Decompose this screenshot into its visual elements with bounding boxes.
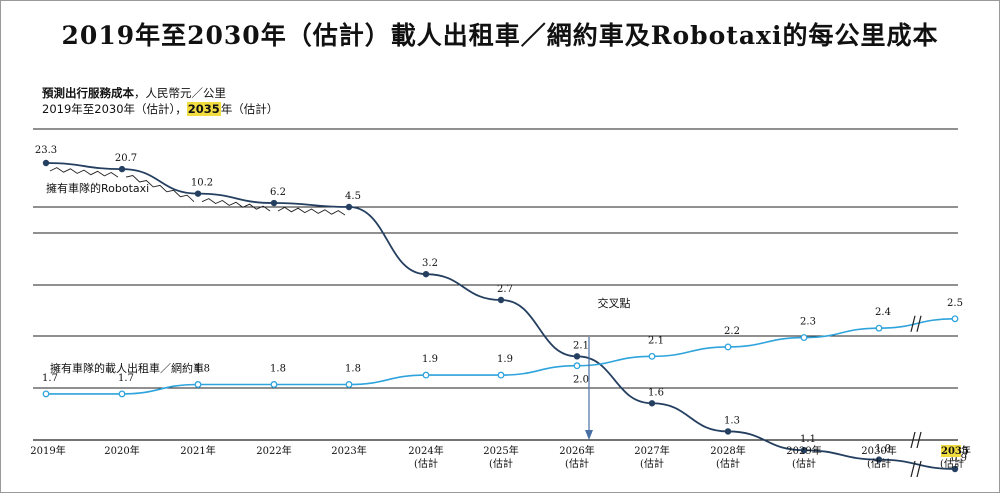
data-label: 20.7 bbox=[115, 153, 137, 164]
x-tick-label: 2028年 bbox=[710, 444, 745, 457]
chart-subtitle-period: 2019年至2030年（估計），2035年（估計） bbox=[42, 101, 278, 117]
data-label: 23.3 bbox=[35, 145, 57, 156]
x-tick-label: 2029年 bbox=[786, 444, 821, 457]
data-point bbox=[648, 352, 656, 360]
axis-break-wave bbox=[277, 206, 346, 216]
crossover-label: 交叉點 bbox=[598, 296, 631, 310]
data-label: 10.2 bbox=[191, 178, 213, 189]
data-label: 4.5 bbox=[345, 191, 361, 202]
data-point bbox=[573, 353, 581, 360]
data-label: 1.7 bbox=[118, 373, 134, 384]
data-point bbox=[194, 381, 202, 388]
x-tick-label: 2021年 bbox=[180, 444, 215, 457]
subtitle-period-post: 年（估計） bbox=[220, 102, 279, 116]
data-point bbox=[270, 199, 278, 207]
x-tick-label: 2026年 bbox=[559, 444, 594, 457]
data-label: 1.3 bbox=[724, 415, 740, 426]
tick-highlight bbox=[941, 445, 961, 457]
x-tick-label: 2022年 bbox=[256, 444, 291, 457]
subtitle-period-highlight: 2035 bbox=[186, 102, 221, 116]
data-label: 2.1 bbox=[573, 340, 589, 351]
data-label: 1.8 bbox=[345, 364, 361, 375]
series-label-taxi: 擁有車隊的載人出租車／網約車 bbox=[50, 361, 204, 375]
data-point bbox=[118, 165, 126, 173]
x-tick-label: (估計 bbox=[565, 457, 589, 470]
data-point bbox=[497, 296, 505, 304]
data-point bbox=[800, 334, 808, 342]
x-tick-label: 2027年 bbox=[634, 444, 669, 457]
data-label: 1.8 bbox=[194, 364, 210, 375]
data-point bbox=[194, 190, 202, 197]
x-tick-label: 2019年 bbox=[30, 444, 65, 457]
axis-break-wave bbox=[49, 167, 119, 178]
data-label: 1.0 bbox=[875, 444, 891, 455]
data-label: 3.2 bbox=[422, 258, 438, 269]
data-point bbox=[724, 428, 732, 435]
axis-break-wave bbox=[125, 175, 195, 203]
data-label: 1.8 bbox=[270, 364, 286, 375]
x-tick-label: (估計 bbox=[940, 457, 964, 470]
data-point bbox=[422, 270, 430, 278]
x-tick-label: (估計 bbox=[414, 457, 438, 470]
series-break-mark bbox=[916, 460, 922, 478]
data-point bbox=[573, 362, 581, 370]
data-label: 2.0 bbox=[573, 375, 589, 386]
data-point bbox=[42, 159, 50, 167]
x-tick-label: (估計 bbox=[792, 457, 816, 470]
data-label: 2.1 bbox=[648, 335, 664, 346]
data-label: 2.4 bbox=[875, 307, 891, 318]
data-point bbox=[497, 371, 505, 379]
x-axis-break-mark bbox=[916, 431, 922, 449]
subtitle-metric-rest: ，人民幣元／公里 bbox=[134, 86, 226, 100]
series-label-robotaxi: 擁有車隊的Robotaxi bbox=[46, 181, 149, 195]
x-tick-label: (估計 bbox=[489, 457, 513, 470]
data-label: 1.1 bbox=[800, 434, 816, 445]
data-label: 2.2 bbox=[724, 326, 740, 337]
crossover-arrow-head bbox=[585, 430, 593, 440]
data-label: 0.9 bbox=[951, 453, 967, 464]
data-point bbox=[951, 465, 959, 473]
data-point bbox=[724, 343, 732, 351]
series-break-mark bbox=[910, 315, 916, 332]
data-point bbox=[875, 456, 883, 463]
x-axis-break-mark bbox=[910, 431, 916, 449]
data-label: 2.5 bbox=[947, 298, 963, 309]
series-break-mark bbox=[916, 315, 922, 332]
x-tick-label: 2023年 bbox=[331, 444, 366, 457]
x-tick-label: 2020年 bbox=[104, 444, 139, 457]
data-point bbox=[345, 203, 353, 211]
data-label: 2.3 bbox=[800, 317, 816, 328]
axis-break-wave bbox=[201, 198, 271, 212]
data-label: 6.2 bbox=[270, 187, 286, 198]
x-tick-label: 2024年 bbox=[408, 444, 443, 457]
data-point bbox=[951, 315, 959, 323]
data-label: 1.9 bbox=[422, 354, 438, 365]
x-tick-label: (估計 bbox=[640, 457, 664, 470]
x-tick-label: (估計 bbox=[867, 457, 891, 470]
series-line-1 bbox=[45, 162, 956, 470]
x-tick-label: 2030年 bbox=[861, 444, 896, 457]
data-point bbox=[800, 447, 808, 454]
data-point bbox=[345, 381, 353, 388]
x-tick-label: (估計 bbox=[716, 457, 740, 470]
data-point bbox=[875, 324, 883, 332]
x-tick-label: 年 bbox=[961, 444, 971, 457]
x-tick-label: 2025年 bbox=[483, 444, 518, 457]
chart-subtitle-metric: 預測出行服務成本，人民幣元／公里 bbox=[42, 85, 226, 101]
chart-title: 2019年至2030年（估計）載人出租車／網約車及Robotaxi的每公里成本 bbox=[61, 21, 939, 50]
series-break-mark bbox=[910, 460, 916, 478]
data-label: 1.7 bbox=[42, 373, 58, 384]
data-point bbox=[118, 390, 126, 398]
data-label: 1.6 bbox=[648, 387, 664, 398]
data-point bbox=[42, 390, 50, 398]
data-point bbox=[648, 400, 656, 407]
subtitle-metric-bold: 預測出行服務成本 bbox=[42, 86, 134, 100]
data-point bbox=[270, 381, 278, 388]
data-label: 1.9 bbox=[497, 354, 513, 365]
subtitle-period-pre: 2019年至2030年（估計）， bbox=[42, 102, 187, 116]
data-label: 2.7 bbox=[497, 284, 513, 295]
data-point bbox=[422, 371, 430, 379]
x-tick-label: 2035 bbox=[941, 446, 969, 457]
